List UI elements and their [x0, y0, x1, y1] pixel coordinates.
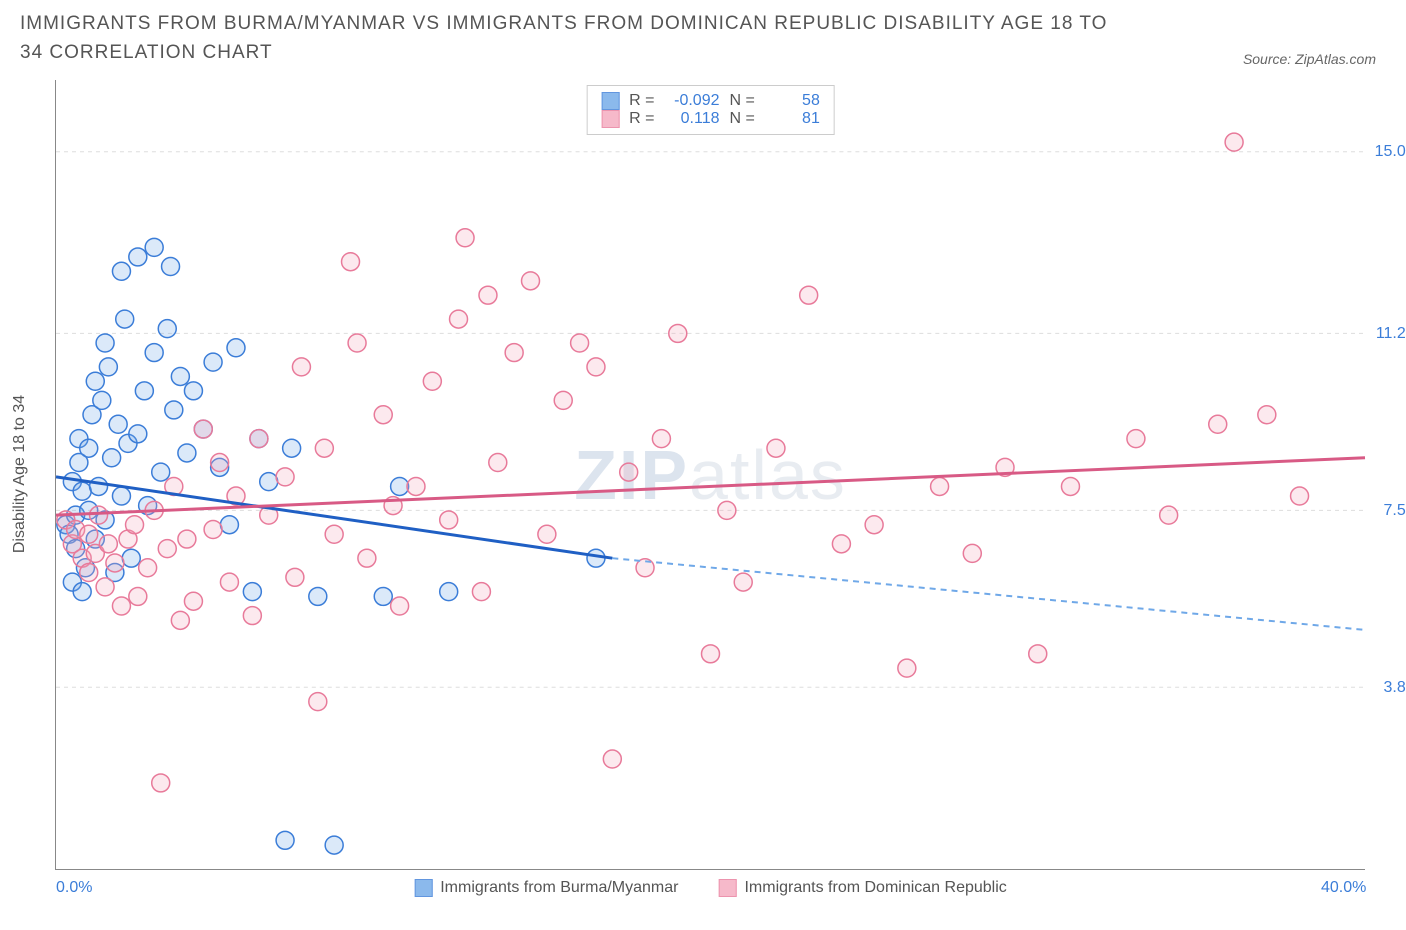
legend-item-1: Immigrants from Burma/Myanmar [414, 879, 678, 897]
legend-n-label: N = [730, 92, 755, 110]
x-tick-label: 0.0% [56, 879, 92, 897]
legend-swatch-pink [601, 110, 619, 128]
legend-n-value-1: 58 [765, 92, 820, 110]
legend-stats: R = -0.092 N = 58 R = 0.118 N = 81 [586, 85, 835, 135]
chart-title: IMMIGRANTS FROM BURMA/MYANMAR VS IMMIGRA… [20, 10, 1120, 67]
y-tick-label: 15.0% [1375, 143, 1406, 161]
legend-stats-row-2: R = 0.118 N = 81 [601, 110, 820, 128]
x-tick-label: 40.0% [1321, 879, 1366, 897]
legend-n-value-2: 81 [765, 110, 820, 128]
legend-stats-row-1: R = -0.092 N = 58 [601, 92, 820, 110]
legend-r-label: R = [629, 92, 654, 110]
y-axis-label: Disability Age 18 to 34 [11, 395, 29, 553]
source-attribution: Source: ZipAtlas.com [1243, 51, 1376, 67]
legend-r-label: R = [629, 110, 654, 128]
scatter-plot-area: ZIPatlas R = -0.092 N = 58 R = 0.118 N =… [55, 80, 1365, 870]
legend-label-1: Immigrants from Burma/Myanmar [440, 879, 678, 897]
legend-r-value-1: -0.092 [665, 92, 720, 110]
chart-svg [56, 80, 1365, 869]
y-tick-label: 11.2% [1376, 325, 1406, 343]
legend-item-2: Immigrants from Dominican Republic [718, 879, 1006, 897]
legend-n-label: N = [730, 110, 755, 128]
y-tick-label: 3.8% [1384, 679, 1406, 697]
y-tick-label: 7.5% [1384, 502, 1406, 520]
legend-swatch-blue [414, 879, 432, 897]
legend-r-value-2: 0.118 [665, 110, 720, 128]
legend-swatch-blue [601, 92, 619, 110]
legend-label-2: Immigrants from Dominican Republic [744, 879, 1006, 897]
legend-series: Immigrants from Burma/Myanmar Immigrants… [414, 879, 1007, 897]
legend-swatch-pink [718, 879, 736, 897]
